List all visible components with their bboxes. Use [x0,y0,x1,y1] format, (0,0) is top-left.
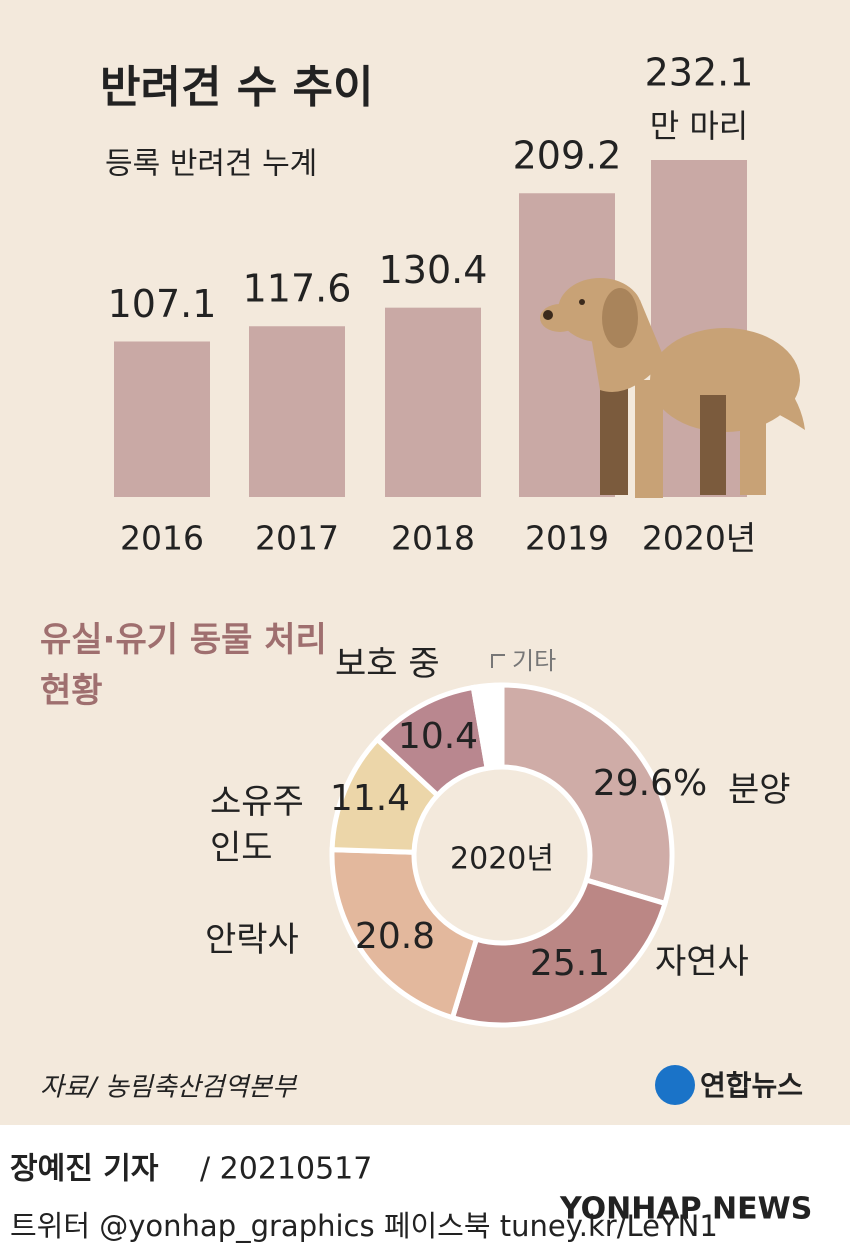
watermark: YONHAP NEWS [559,1192,812,1227]
value-label: 107.1 [108,282,217,326]
donut-slice [449,876,669,1028]
chart-subtitle: 등록 반려견 누계 [105,147,317,182]
value-label: 130.4 [379,248,488,292]
social: 트위터 @yonhap_graphics 페이스북 tuney.kr/LeYN1 [10,1209,718,1243]
value-label: 20.8 [355,916,435,957]
category-label: 소유주 인도 [210,782,304,868]
date: / 20210517 [200,1152,372,1187]
donut-title: 유실·유기 동물 처리 현황 [40,620,327,711]
donut-slice [499,682,675,907]
category-label: 안락사 [205,920,299,960]
category-label: 분양 [728,770,791,810]
x-tick-label: 2020년 [642,519,756,558]
category-label: 기타 [512,647,557,675]
bar [114,341,210,497]
bar-group [114,160,747,498]
donut-center-label: 2020년 [450,842,554,877]
value-label: 232.1 [645,51,754,95]
chart-title: 반려견 수 추이 [100,62,374,113]
value-label: 25.1 [530,943,610,984]
value-label: 117.6 [243,267,352,311]
category-label: 보호 중 [335,644,440,684]
unit-label: 만 마리 [650,107,749,145]
reporter: 장예진 기자 [10,1152,159,1187]
donut-slice [329,847,480,1021]
value-label: 29.6% [593,763,707,804]
donut-slice [470,682,505,772]
value-label: 209.2 [513,134,622,178]
value-label: 10.4 [398,716,478,757]
source: 자료/ 농림축산검역본부 [40,1073,298,1103]
x-tick-label: 2018 [391,519,475,558]
x-tick-label: 2017 [255,519,339,558]
category-label: 자연사 [655,942,749,982]
bar [385,307,481,497]
logo: 연합뉴스 [700,1069,803,1102]
x-tick-label: 2016 [120,519,204,558]
logo-icon [655,1065,695,1105]
bar [249,326,345,497]
footer-background [0,1125,850,1251]
x-tick-label: 2019 [525,519,609,558]
label-bracket [491,654,505,668]
value-label: 11.4 [330,778,410,819]
dog-illustration [540,278,805,498]
